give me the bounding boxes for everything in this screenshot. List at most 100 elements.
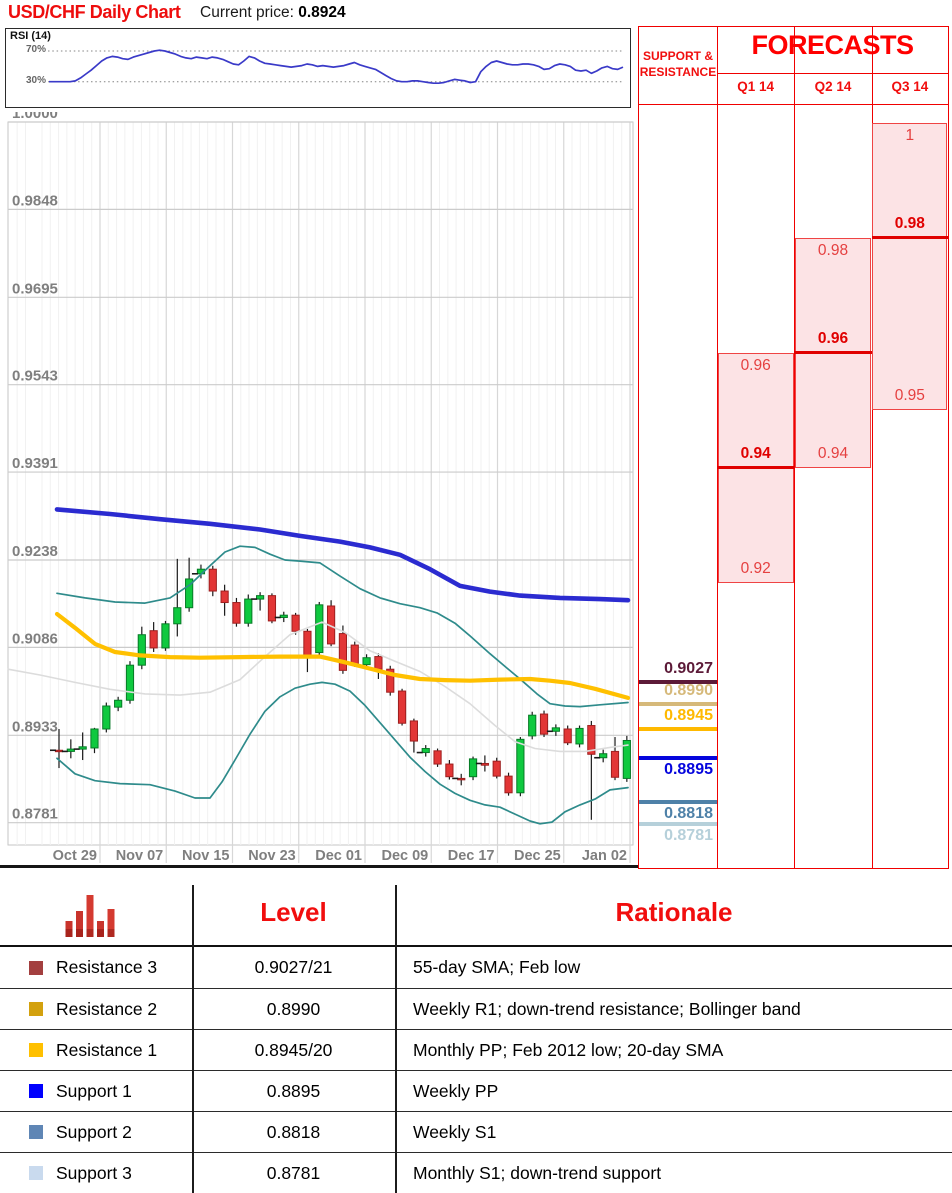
candle-down <box>504 775 513 794</box>
level-name-cell: Resistance 3 <box>0 957 192 978</box>
candle-up <box>244 598 253 624</box>
candle-up <box>551 727 560 732</box>
candle-up <box>78 746 87 750</box>
table-row: Resistance 1 0.8945/20 Monthly PP; Feb 201… <box>0 1029 952 1070</box>
level-name-cell: Resistance 2 <box>0 999 192 1020</box>
y-axis-label: 0.8933 <box>12 718 58 735</box>
level-name: Resistance 2 <box>56 998 158 1019</box>
candle-up <box>125 664 135 701</box>
sr-level-label: 0.8990 <box>664 681 713 699</box>
page-title: USD/CHF Daily Chart <box>8 2 181 22</box>
candle-down <box>220 590 229 604</box>
sr-level-label: 0.9027 <box>664 660 713 678</box>
x-axis-label: Oct 29 <box>53 848 97 864</box>
forecast-quarter-label: Q2 14 <box>814 79 852 94</box>
table-row: Support 1 0.8895 Weekly PP <box>0 1070 952 1111</box>
level-value: 0.9027/21 <box>254 957 333 977</box>
level-color-swatch <box>29 1166 43 1180</box>
candle-down <box>267 595 277 622</box>
candle-up <box>90 728 99 749</box>
level-rationale: Monthly S1; down-trend support <box>413 1162 662 1183</box>
forecast-target-label: 0.94 <box>740 444 771 462</box>
table-header-separator <box>0 945 952 947</box>
level-value: 0.8990 <box>266 998 321 1019</box>
candle-up <box>362 657 371 666</box>
level-name-cell: Resistance 1 <box>0 1040 192 1061</box>
forecast-high-label: 0.96 <box>740 356 771 374</box>
candle-down <box>397 690 407 724</box>
x-axis-label: Nov 15 <box>182 848 230 864</box>
x-axis-label: Nov 07 <box>116 848 164 864</box>
level-value: 0.8781 <box>266 1162 321 1183</box>
level-color-swatch <box>29 1084 43 1098</box>
rsi-label: RSI (14) <box>10 30 51 42</box>
rsi-upper-threshold-label: 70% <box>25 44 46 55</box>
bollinger-upper-band <box>56 545 629 708</box>
table-header-row: Level Rationale <box>0 885 952 945</box>
level-color-swatch <box>29 1125 43 1139</box>
forecast-high-label: 0.98 <box>817 241 849 259</box>
sr-level-line <box>639 727 717 732</box>
level-color-swatch <box>29 1002 43 1016</box>
candle-down <box>433 750 442 765</box>
sr-level-line <box>639 680 717 685</box>
candle-up <box>66 748 75 752</box>
forecast-range-box <box>872 123 948 411</box>
forecast-target-line <box>871 236 948 240</box>
candle-down <box>338 633 348 671</box>
candle-up <box>599 753 608 759</box>
candle-up <box>173 607 182 625</box>
forecasts-title: FORECASTS <box>751 30 914 60</box>
candle-down <box>457 777 466 781</box>
current-price-label: Current price: <box>200 4 294 21</box>
candle-down <box>232 602 241 624</box>
candlestick-chart: 1.0000 0.9848 0.9695 0.9543 0.9391 0.9238 0.90… <box>7 112 634 864</box>
candle-up <box>528 714 537 737</box>
candle-up <box>421 748 430 754</box>
candle-up <box>279 614 288 618</box>
panel-column-border <box>871 27 873 868</box>
y-axis-label: 0.8781 <box>12 806 58 823</box>
forecast-quarter-label: Q1 14 <box>737 79 775 94</box>
y-axis-label: 1.0000 <box>12 112 58 122</box>
panel-subheader-border <box>639 104 948 105</box>
candle-down <box>563 728 572 744</box>
rsi-lower-threshold-label: 30% <box>25 75 46 86</box>
current-price: Current price: 0.8924 <box>200 4 346 22</box>
level-name: Support 2 <box>56 1121 132 1142</box>
candle-down <box>291 614 300 632</box>
candle-up <box>516 738 525 794</box>
level-rationale: Weekly PP <box>413 1080 499 1101</box>
candle-down <box>587 725 596 755</box>
table-divider-2 <box>395 885 397 1193</box>
sr-level-line <box>639 756 717 761</box>
table-row: Resistance 3 0.9027/21 55-day SMA; Feb low <box>0 947 952 988</box>
rationale-column-header: Rationale <box>615 897 733 927</box>
level-column-header: Level <box>260 897 327 927</box>
forecast-low-label: 0.92 <box>740 559 771 577</box>
x-axis-label: Dec 01 <box>315 848 362 864</box>
candle-up <box>256 595 265 600</box>
y-axis-label: 0.9695 <box>12 280 58 297</box>
rsi-series-line <box>49 49 624 85</box>
level-name: Resistance 1 <box>56 1039 158 1060</box>
y-axis-label: 0.9238 <box>12 543 58 560</box>
candle-down <box>480 762 489 766</box>
candle-down <box>445 763 454 778</box>
forecast-target-line <box>794 351 872 355</box>
forecast-target-label: 0.98 <box>894 214 925 232</box>
x-axis-label: Nov 23 <box>248 848 296 864</box>
level-rationale: Weekly R1; down-trend resistance; Bollin… <box>413 998 801 1019</box>
bar-chart-icon <box>65 895 115 937</box>
candle-up <box>315 604 324 654</box>
level-color-swatch <box>29 1043 43 1057</box>
sr-level-line <box>639 821 717 826</box>
level-value: 0.8818 <box>266 1121 321 1142</box>
candle-down <box>539 713 549 735</box>
x-axis-label: Dec 17 <box>448 848 495 864</box>
sr-level-label: 0.8945 <box>664 707 713 725</box>
y-axis-label: 0.9543 <box>12 368 58 385</box>
level-name-cell: Support 1 <box>0 1081 192 1102</box>
sr-forecasts-panel: SUPPORT & RESISTANCE FORECASTS Q1 14 0.96… <box>638 26 949 869</box>
